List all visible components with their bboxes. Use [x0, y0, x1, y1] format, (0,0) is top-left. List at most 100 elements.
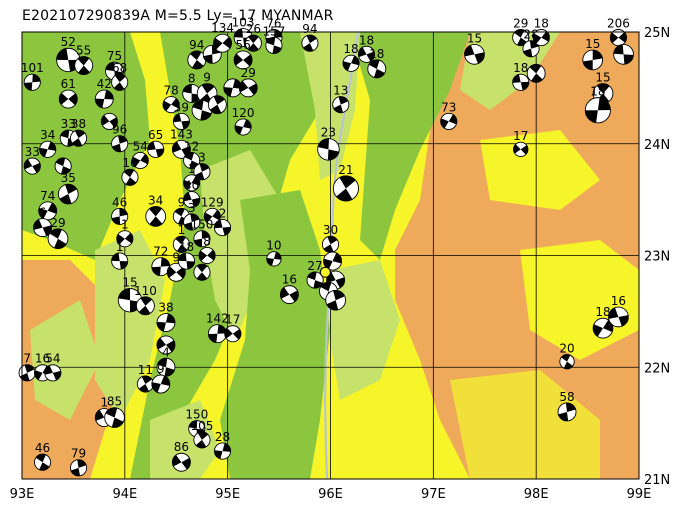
- beachball[interactable]: 9: [196, 71, 218, 104]
- x-tick-label: 99E: [627, 487, 652, 502]
- beachball[interactable]: 105: [191, 419, 214, 449]
- beachball[interactable]: 1: [111, 240, 129, 270]
- beachball[interactable]: 18: [342, 42, 360, 72]
- beachball[interactable]: 20: [559, 341, 575, 370]
- beachball[interactable]: 13: [332, 84, 350, 114]
- beachball[interactable]: [223, 78, 243, 98]
- beachball[interactable]: 157: [262, 24, 285, 54]
- beachball[interactable]: 18: [357, 33, 376, 63]
- beachball[interactable]: 58: [557, 390, 577, 422]
- beachball[interactable]: 101: [21, 61, 44, 91]
- beachball[interactable]: 56: [233, 38, 253, 70]
- beachball[interactable]: 11: [136, 363, 154, 393]
- beachball[interactable]: 94: [187, 38, 207, 70]
- beachball[interactable]: 18: [584, 85, 611, 124]
- beachball[interactable]: 54: [44, 352, 62, 382]
- beachball[interactable]: 65: [147, 128, 165, 158]
- beachball[interactable]: 9: [151, 362, 171, 394]
- beachball[interactable]: 17: [513, 129, 529, 157]
- beachball[interactable]: 18: [512, 61, 530, 91]
- beachball[interactable]: 3: [183, 201, 201, 231]
- beachball[interactable]: 6: [33, 206, 53, 238]
- beachball[interactable]: [526, 63, 546, 83]
- beachball[interactable]: [100, 112, 118, 130]
- beachball[interactable]: 16: [608, 294, 629, 328]
- x-tick-label: 97E: [421, 487, 446, 502]
- beachball[interactable]: 23: [317, 126, 340, 161]
- beachball[interactable]: 29: [512, 16, 530, 47]
- beachball[interactable]: 28: [213, 430, 232, 460]
- beachball[interactable]: 15: [582, 37, 604, 71]
- beachball[interactable]: 16: [121, 156, 139, 186]
- beachball[interactable]: 4: [156, 345, 176, 377]
- beachball[interactable]: 12: [183, 139, 201, 170]
- beachball[interactable]: 8: [182, 71, 202, 103]
- beachball[interactable]: 18: [177, 240, 196, 270]
- beachball[interactable]: 35: [57, 171, 79, 205]
- beachball[interactable]: 27: [306, 259, 324, 289]
- beachball[interactable]: 78: [162, 84, 180, 114]
- beachball[interactable]: 206: [607, 16, 630, 47]
- beachball[interactable]: 18: [532, 16, 550, 47]
- beachball-label: 54: [133, 139, 148, 153]
- beachball[interactable]: 2: [213, 206, 232, 237]
- beachball[interactable]: 7: [18, 352, 36, 382]
- beachball[interactable]: 1: [116, 218, 134, 248]
- beachball[interactable]: [193, 263, 211, 281]
- beachball[interactable]: 42: [94, 77, 114, 109]
- beachball[interactable]: [207, 95, 227, 115]
- beachball[interactable]: 30: [321, 223, 340, 253]
- main-event-marker[interactable]: [319, 266, 331, 278]
- beachball[interactable]: 9: [166, 250, 186, 282]
- beachball[interactable]: [323, 251, 343, 271]
- beachball-label: 16: [282, 273, 297, 287]
- beachball[interactable]: 59: [172, 100, 190, 130]
- beachball[interactable]: 79: [70, 447, 88, 477]
- beachball[interactable]: 29: [238, 66, 258, 98]
- beachball[interactable]: 120: [232, 106, 255, 136]
- beachball[interactable]: 52: [56, 35, 81, 73]
- beachball[interactable]: 68: [111, 61, 129, 91]
- beachball[interactable]: 110: [134, 284, 157, 316]
- beachball[interactable]: 16: [279, 273, 299, 305]
- beachball[interactable]: 142: [206, 312, 229, 344]
- beachball[interactable]: 129: [201, 195, 224, 225]
- beachball[interactable]: 143: [170, 127, 193, 159]
- beachball[interactable]: 54: [131, 139, 149, 170]
- beachball[interactable]: [613, 43, 634, 65]
- beachball[interactable]: 40: [183, 179, 201, 209]
- beachball[interactable]: 1: [183, 162, 201, 192]
- beachball[interactable]: 18: [592, 305, 614, 339]
- beachball[interactable]: 17: [224, 313, 242, 343]
- beachball[interactable]: [54, 157, 72, 175]
- beachball[interactable]: 8: [198, 234, 216, 265]
- beachball[interactable]: 86: [171, 440, 191, 472]
- beachball[interactable]: 150: [191, 218, 214, 248]
- beachball[interactable]: 46: [111, 195, 129, 225]
- beachball[interactable]: 10: [266, 239, 282, 267]
- beachball[interactable]: 73: [440, 100, 458, 130]
- beachball[interactable]: 94: [301, 22, 319, 52]
- beachball[interactable]: 85: [104, 395, 125, 428]
- beachball[interactable]: 1: [172, 223, 190, 253]
- beachball[interactable]: 55: [74, 44, 94, 75]
- beachball[interactable]: 33: [23, 145, 41, 175]
- beachball[interactable]: 74: [38, 189, 58, 221]
- beachball-label: 65: [148, 128, 163, 142]
- beachball[interactable]: 34: [145, 193, 167, 227]
- beachball[interactable]: [325, 289, 346, 311]
- beachball[interactable]: 46: [34, 441, 52, 471]
- beachball[interactable]: 96: [111, 123, 129, 153]
- beachball[interactable]: 26: [244, 22, 262, 52]
- beachball[interactable]: 38: [70, 117, 88, 147]
- beachball[interactable]: 15: [464, 31, 485, 65]
- beachball[interactable]: 34: [39, 128, 57, 158]
- beachball[interactable]: 21: [332, 163, 359, 202]
- beachball[interactable]: [156, 335, 176, 355]
- beachball[interactable]: 29: [47, 216, 69, 250]
- beachball[interactable]: 18: [367, 47, 387, 79]
- map-title: E202107290839A M=5.5 Ly= 17 MYANMAR: [22, 8, 334, 24]
- x-tick-label: 95E: [215, 487, 240, 502]
- beachball[interactable]: 61: [58, 77, 78, 109]
- beachball[interactable]: 38: [156, 301, 176, 332]
